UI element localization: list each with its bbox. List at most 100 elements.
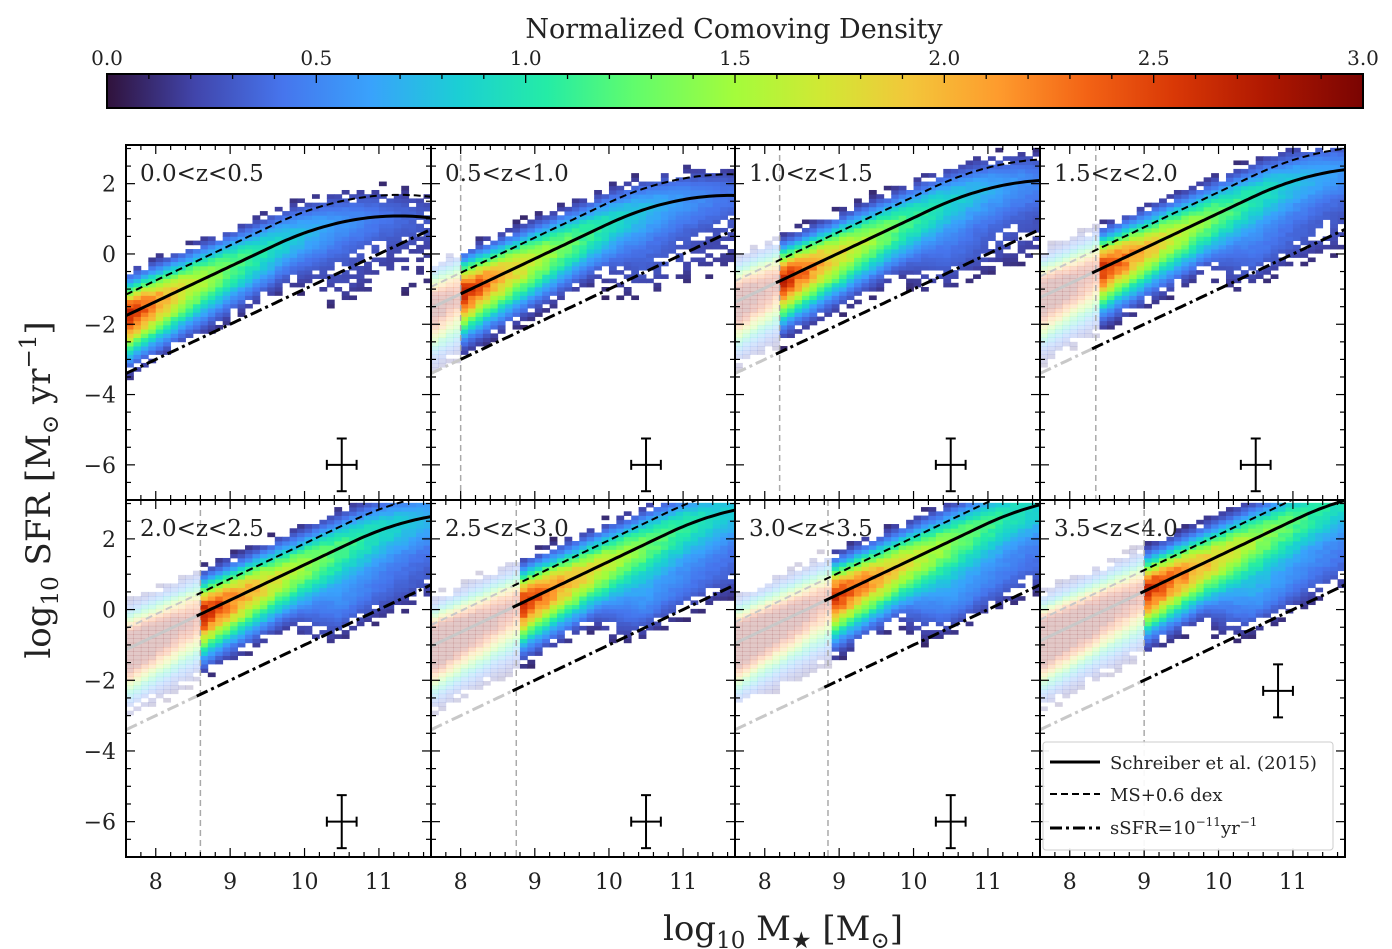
density-cell (980, 177, 989, 182)
density-cell (393, 202, 402, 208)
density-cell (943, 265, 952, 271)
density-cell (401, 219, 410, 225)
density-cell (1225, 185, 1234, 191)
density-cell (631, 232, 640, 237)
density-cell (1263, 265, 1272, 271)
density-cell (579, 202, 588, 208)
density-cell (304, 249, 313, 254)
density-cell (133, 647, 142, 652)
density-cell (646, 223, 654, 229)
density-cell (1069, 308, 1078, 313)
density-cell (801, 257, 810, 263)
density-cell (133, 668, 142, 673)
density-cell (549, 270, 558, 275)
density-cell (371, 244, 380, 250)
density-cell (274, 596, 283, 601)
density-cell (601, 211, 610, 216)
density-cell (1077, 257, 1086, 263)
density-cell (408, 511, 417, 516)
density-cell (1173, 249, 1182, 254)
density-cell (1047, 299, 1056, 305)
density-cell (356, 600, 365, 606)
density-cell (356, 549, 365, 555)
density-cell (787, 282, 795, 288)
density-cell (1062, 249, 1071, 254)
density-cell (1225, 219, 1234, 225)
density-cell (200, 625, 209, 631)
density-cell (356, 502, 365, 508)
density-cell (178, 638, 186, 644)
density-cell (839, 236, 847, 242)
density-cell (371, 545, 380, 550)
density-cell (192, 570, 201, 576)
density-cell (505, 236, 513, 242)
density-cell (1181, 278, 1190, 284)
density-cell (386, 532, 395, 538)
density-cell (163, 613, 172, 618)
density-cell (371, 519, 380, 525)
density-cell (757, 299, 766, 305)
colorbar-tick-label: 2.5 (1138, 46, 1170, 70)
density-cell (735, 333, 743, 339)
density-cell (245, 566, 253, 572)
density-cell (542, 308, 551, 313)
density-cell (386, 253, 395, 258)
density-cell (259, 278, 268, 284)
density-cell (237, 634, 246, 639)
density-cell (876, 244, 885, 250)
density-cell (334, 583, 343, 589)
density-cell (1211, 189, 1219, 195)
density-cell (1196, 253, 1205, 258)
density-cell (1270, 249, 1279, 254)
density-cell (846, 219, 855, 225)
density-cell (170, 316, 179, 322)
density-cell (356, 566, 365, 572)
density-cell (163, 265, 172, 271)
density-cell (126, 621, 134, 627)
density-cell (1307, 156, 1316, 161)
density-cell (386, 215, 395, 220)
density-cell (178, 617, 186, 622)
density-cell (683, 185, 691, 191)
density-cell (178, 574, 186, 580)
density-cell (274, 215, 283, 220)
density-cell (831, 282, 840, 288)
density-cell (438, 592, 446, 597)
density-cell (282, 274, 291, 279)
density-cell (133, 655, 142, 661)
density-cell (616, 198, 625, 204)
density-cell (1233, 215, 1242, 220)
density-cell (505, 282, 513, 288)
density-cell (638, 215, 647, 220)
density-cell (1084, 265, 1093, 271)
density-cell (1233, 249, 1242, 254)
density-cell (140, 655, 149, 661)
density-cell (1337, 173, 1345, 178)
density-cell (1092, 291, 1100, 296)
density-cell (631, 265, 640, 271)
density-cell (259, 211, 268, 216)
density-cell (861, 219, 870, 225)
density-cell (297, 553, 305, 559)
density-cell (126, 630, 134, 635)
density-cell (416, 583, 424, 589)
density-cell (200, 647, 209, 652)
density-cell (386, 566, 395, 572)
density-cell (460, 265, 469, 271)
density-cell (267, 265, 276, 271)
density-cell (861, 244, 870, 250)
density-cell (215, 570, 224, 576)
density-cell (155, 676, 164, 682)
density-cell (1144, 227, 1152, 233)
density-cell (126, 316, 134, 322)
density-cell (230, 257, 238, 263)
density-cell (192, 651, 201, 656)
density-cell (779, 312, 788, 317)
density-cell (920, 232, 929, 237)
density-cell (304, 524, 313, 529)
density-cell (1211, 253, 1219, 258)
density-cell (1062, 316, 1071, 322)
density-cell (1181, 189, 1190, 195)
density-cell (274, 536, 283, 542)
density-cell (155, 655, 164, 661)
